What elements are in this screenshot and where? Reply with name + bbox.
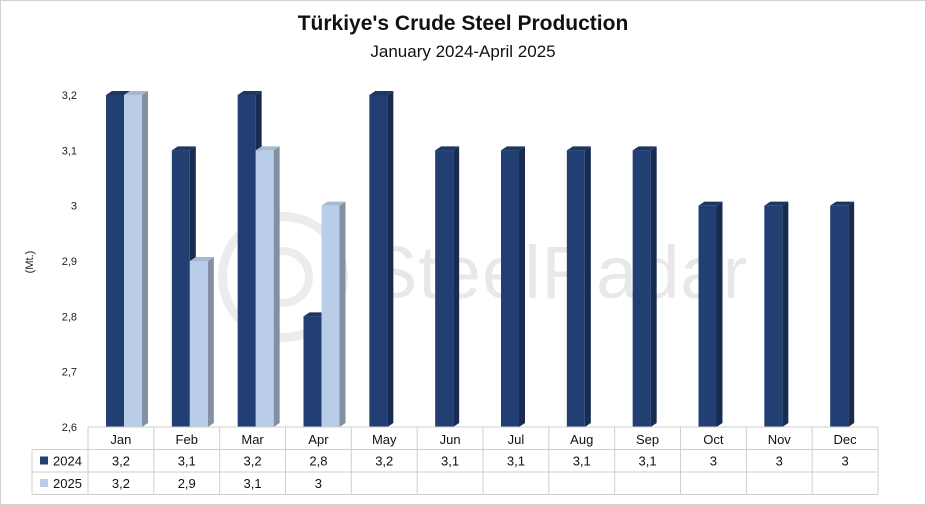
x-tick-label: Jun (440, 432, 461, 447)
y-tick-label: 2,8 (62, 311, 77, 323)
bar-2024 (435, 150, 454, 428)
bar-top-2024 (698, 201, 723, 206)
legend-swatch-2024 (40, 456, 48, 465)
x-tick-label: Aug (570, 432, 593, 447)
bar-2024 (632, 150, 651, 428)
bar-2024 (830, 205, 849, 427)
data-label-2024: 3,2 (112, 454, 130, 469)
data-label-2024: 3,1 (441, 454, 459, 469)
x-tick-label: Oct (703, 432, 724, 447)
bar-2024 (764, 205, 783, 427)
x-tick-label: Feb (176, 432, 198, 447)
legend-label: 2024 (53, 454, 82, 469)
data-label-2025: 3,1 (244, 476, 262, 491)
bar-top-2024 (566, 146, 591, 151)
y-tick-label: 2,7 (62, 367, 77, 379)
bar-2024 (369, 95, 388, 427)
chart-subtitle: January 2024-April 2025 (370, 42, 556, 61)
x-tick-label: May (372, 432, 397, 447)
x-tick-label: Jul (508, 432, 525, 447)
bar-2025 (189, 261, 208, 427)
bar-top-2024 (830, 201, 855, 206)
bar-side-2024 (453, 146, 460, 428)
data-label-2024: 3,1 (573, 454, 591, 469)
data-label-2024: 3 (776, 454, 783, 469)
bar-side-2024 (584, 146, 591, 428)
y-tick-label: 2,9 (62, 256, 77, 268)
bar-side-2024 (519, 146, 525, 428)
bar-top-2025 (255, 146, 280, 151)
data-label-2024: 3,1 (507, 454, 525, 469)
bar-top-2024 (237, 91, 262, 95)
bar-top-2024 (764, 201, 789, 206)
bar-top-2025 (189, 257, 214, 261)
data-label-2024: 2,8 (309, 454, 327, 469)
data-label-2024: 3 (841, 454, 848, 469)
bar-top-2025 (321, 201, 346, 206)
y-tick-label: 2,6 (62, 422, 77, 434)
data-label-2025: 3,2 (112, 476, 130, 491)
bar-top-2024 (171, 146, 196, 151)
bar-side-2025 (207, 257, 214, 427)
bar-side-2024 (848, 201, 855, 427)
data-label-2024: 3 (710, 454, 717, 469)
legend-label: 2025 (53, 476, 82, 491)
bar-2024 (106, 95, 124, 427)
bar-side-2024 (782, 201, 789, 427)
data-label-2024: 3,1 (639, 454, 657, 469)
chart-title: Türkiye's Crude Steel Production (297, 12, 629, 35)
x-tick-label: Dec (834, 432, 858, 447)
bar-top-2024 (435, 146, 460, 151)
y-tick-label: 3 (71, 201, 77, 213)
bar-2024 (237, 95, 256, 427)
y-tick-label: 3,1 (62, 145, 77, 157)
bar-side-2024 (387, 91, 394, 427)
x-tick-label: Nov (768, 432, 792, 447)
bar-2024 (303, 316, 322, 427)
data-label-2024: 3,2 (375, 454, 393, 469)
data-label-2024: 3,1 (178, 454, 196, 469)
bar-top-2024 (369, 91, 394, 95)
bar-side-2025 (339, 201, 346, 427)
bar-2025 (255, 150, 274, 428)
data-label-2025: 2,9 (178, 476, 196, 491)
x-tick-label: Jan (110, 432, 131, 447)
bar-side-2025 (273, 146, 280, 428)
bar-side-2024 (716, 201, 723, 427)
x-tick-label: Mar (241, 432, 264, 447)
bar-top-2024 (106, 91, 130, 95)
bar-2024 (566, 150, 585, 428)
bar-2024 (501, 150, 519, 428)
bar-2025 (321, 205, 340, 427)
bar-side-2025 (142, 91, 148, 427)
bar-2025 (124, 95, 142, 427)
bar-2024 (171, 150, 190, 428)
data-label-2024: 3,2 (244, 454, 262, 469)
data-label-2025: 3 (315, 476, 322, 491)
x-tick-label: Sep (636, 432, 659, 447)
bar-2024 (698, 205, 717, 427)
bar-side-2024 (650, 146, 657, 428)
bar-top-2025 (124, 91, 148, 95)
legend-swatch-2025 (40, 479, 48, 487)
x-tick-label: Apr (308, 432, 329, 447)
bar-top-2024 (632, 146, 657, 151)
bar-top-2024 (501, 146, 525, 151)
y-tick-label: 3,2 (62, 90, 77, 102)
